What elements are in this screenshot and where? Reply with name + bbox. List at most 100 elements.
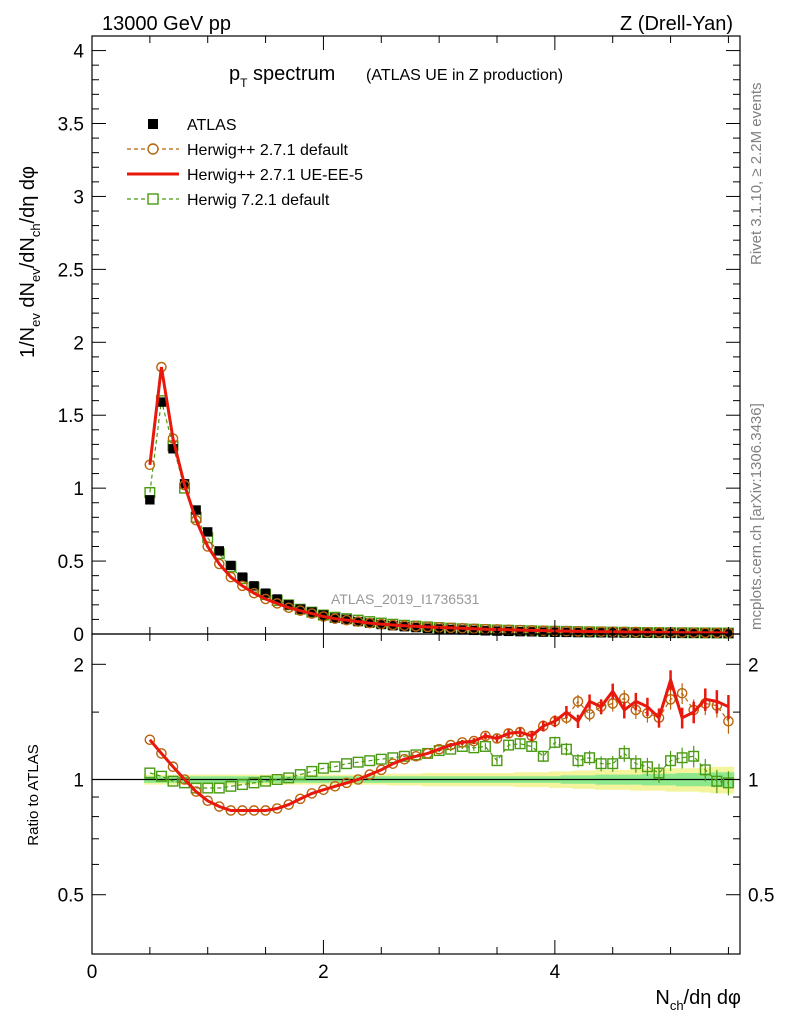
main-atlas-point — [503, 626, 514, 637]
main-atlas-point — [226, 560, 236, 571]
legend-entry: Herwig++ 2.7.1 UE-EE-5 — [127, 167, 363, 184]
ratio-h7-point — [653, 767, 665, 779]
ratio-default-point — [676, 687, 688, 699]
legend-label: Herwig++ 2.7.1 UE-EE-5 — [187, 167, 363, 184]
main-atlas-point — [203, 527, 213, 537]
title-p: p — [229, 63, 240, 85]
main-default-point — [213, 558, 225, 570]
ratio-default-point — [364, 769, 376, 780]
ratio-ytick-label: 1 — [73, 771, 84, 792]
legend-entry: Herwig++ 2.7.1 default — [127, 142, 349, 159]
axes: 0 0.5 1 1.5 2 2.5 3 3.5 4 0.5 0.5 1 1 2 2 0 2 4 — [58, 36, 774, 983]
ratio-h7-point — [283, 772, 295, 784]
main-ytick-label: 0.5 — [58, 552, 84, 573]
main-default-point — [248, 587, 260, 599]
ratio-h7-point — [503, 739, 515, 751]
ratio-h7-point — [607, 758, 619, 770]
ratio-h7-point — [688, 750, 700, 762]
main-default-point — [260, 593, 271, 605]
ratio-h7-point — [236, 779, 248, 791]
plot-title-detail: (ATLAS UE in Z production) — [366, 67, 563, 84]
ratio-default-point — [433, 743, 445, 755]
ratio-h7-point — [167, 775, 179, 787]
ratio-default-point — [190, 786, 202, 797]
ratio-h7-point — [260, 775, 272, 787]
ratio-h7-point — [271, 774, 283, 786]
ratio-h7-point — [722, 777, 734, 789]
ratio-h7-point — [514, 738, 526, 750]
header-left: 13000 GeV pp — [102, 13, 231, 35]
ratio-h7-point — [364, 755, 376, 767]
xlabel: Nch/dη dφ — [655, 987, 741, 1013]
main-ylabel: 1/Nev dNev/dNch/dη dφ — [17, 166, 43, 358]
main-atlas-point — [515, 626, 525, 637]
ratio-h7-point — [155, 770, 167, 782]
ratio-ytick-label: 2 — [73, 655, 84, 676]
ratio-h7-point — [641, 761, 653, 773]
ratio-h7-point — [676, 752, 688, 764]
ratio-h7-point — [317, 762, 329, 774]
main-ytick-label: 3 — [73, 187, 84, 208]
main-ytick-label: 0 — [73, 625, 84, 646]
main-ytick-label: 3.5 — [58, 115, 84, 136]
legend-entry: ATLAS — [148, 117, 237, 134]
main-default-point — [237, 580, 248, 592]
main-atlas-point — [168, 444, 178, 454]
ratio-default-point — [387, 758, 399, 769]
ratio-h7-point — [375, 753, 387, 765]
main-atlas-point — [214, 546, 224, 556]
main-atlas-point — [260, 588, 271, 598]
ratio-ytick-label: 0.5 — [58, 886, 84, 907]
ratio-ytick-label-right: 2 — [748, 655, 759, 676]
ratio-h7-point — [572, 755, 584, 767]
ratio-default-point — [375, 764, 387, 776]
ratio-h7-point — [341, 758, 353, 770]
ratio-h7-point — [560, 743, 572, 755]
title-sub: T — [240, 76, 248, 90]
header-right: Z (Drell-Yan) — [620, 13, 733, 35]
ratio-h7-point — [306, 765, 318, 777]
ratio-h7-point — [584, 752, 596, 764]
main-atlas-point — [538, 627, 548, 637]
main-atlas-point — [145, 495, 155, 505]
main-atlas-point — [469, 625, 479, 636]
ratio-ytick-label-right: 0.5 — [748, 886, 774, 907]
xtick-label: 4 — [550, 962, 561, 983]
main-atlas-point — [156, 397, 167, 407]
ratio-h7-point — [479, 740, 491, 752]
ratio-ylabel: Ratio to ATLAS — [25, 744, 42, 845]
xtick-label: 2 — [318, 962, 329, 983]
ratio-h7-point — [665, 755, 677, 767]
ratio-h7-point — [144, 767, 156, 779]
legend-label: Herwig++ 2.7.1 default — [187, 142, 349, 159]
main-ytick-label: 1.5 — [58, 406, 84, 427]
ratio-h7-point — [595, 758, 607, 770]
main-atlas-point — [446, 624, 456, 635]
main-default-point — [202, 541, 214, 552]
main-atlas-point — [249, 581, 259, 591]
ratio-default-point — [572, 696, 584, 707]
main-atlas-point — [480, 626, 491, 636]
xtick-label: 0 — [87, 962, 98, 983]
legend-label: Herwig 7.2.1 default — [187, 192, 330, 209]
main-atlas-point — [191, 505, 201, 515]
legend-marker — [148, 119, 158, 129]
main-ytick-label: 4 — [73, 42, 84, 63]
main-default-point — [271, 598, 283, 609]
main-ytick-label: 2.5 — [58, 260, 84, 281]
ratio-h7-point — [699, 764, 711, 776]
analysis-watermark: ATLAS_2019_I1736531 — [331, 591, 480, 607]
ratio-h7-point — [526, 740, 538, 752]
ratio-h7-point — [537, 750, 549, 762]
main-atlas-point — [457, 625, 467, 635]
ratio-default-point — [584, 709, 595, 720]
ratio-default-point — [202, 795, 214, 807]
legend-entry: Herwig 7.2.1 default — [127, 192, 330, 209]
ratio-h7-point — [491, 755, 503, 767]
ratio-h7-point — [248, 777, 260, 789]
ratio-h7-point — [329, 761, 341, 773]
main-default-point — [225, 571, 237, 583]
ratio-h7-point — [549, 736, 561, 748]
legend-label: ATLAS — [187, 117, 237, 134]
